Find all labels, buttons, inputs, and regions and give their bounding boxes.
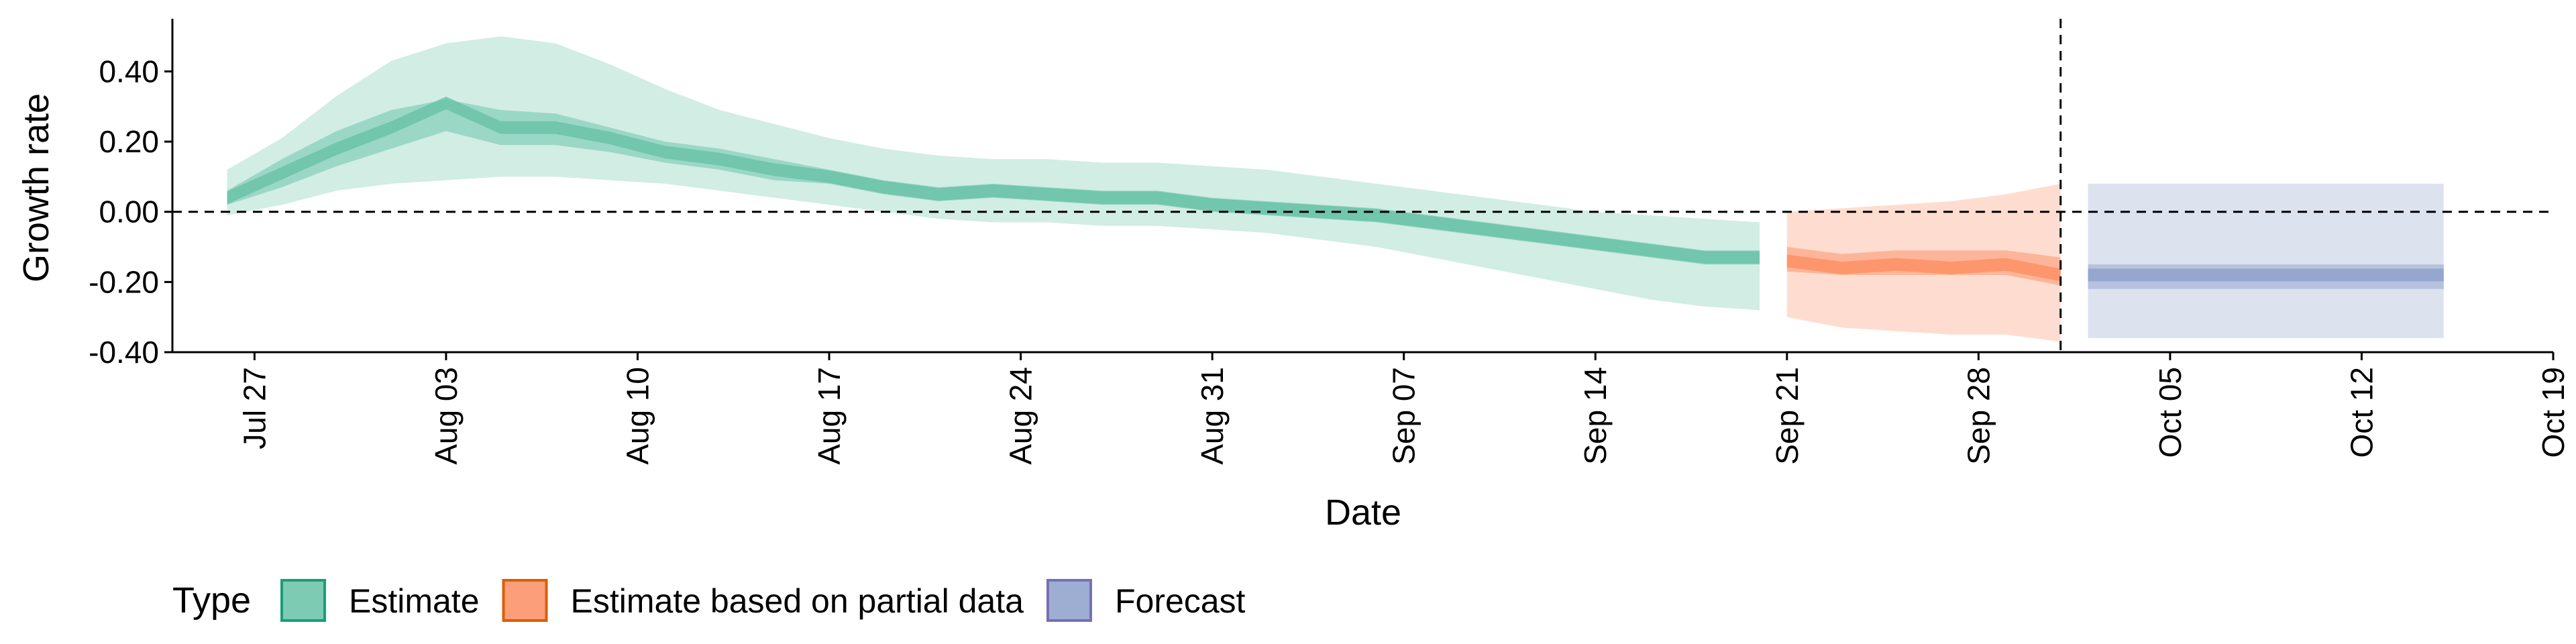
x-tick-label: Jul 27 [237,367,272,449]
x-tick-label: Aug 24 [1004,367,1038,465]
x-tick-label: Oct 12 [2344,367,2379,458]
legend-key-estimate [280,579,326,622]
legend-label-forecast: Forecast [1115,582,1246,620]
legend-key-forecast [1046,579,1092,622]
axes [171,19,2553,354]
x-tick-label: Sep 07 [1387,367,1421,465]
legend-label-estimate: Estimate [349,582,480,620]
median-layer [227,97,2444,282]
x-tick-label: Sep 21 [1770,367,1805,465]
x-ticks: Jul 27 Aug 03 Aug 10 Aug 17 Aug 24 Aug 31 Sep … [237,352,2571,465]
y-tick-label: 0.20 [99,124,159,159]
x-tick-label: Aug 03 [429,367,464,465]
x-tick-label: Oct 05 [2153,367,2188,458]
legend-key-estimate-based-on-partial-data [502,579,548,622]
x-tick-label: Aug 31 [1195,367,1230,465]
legend-label-estimate-based-on-partial-data: Estimate based on partial data [571,582,1024,620]
estimate-based-on-partial-data-median-band [1786,254,2061,282]
estimate-band-90 [227,36,1760,311]
reference-lines [172,19,2553,352]
forecast-median-band [2088,268,2444,282]
legend-title: Type [172,580,251,621]
y-tick-label: 0.40 [99,54,159,89]
y-tick-label: 0.00 [99,195,159,229]
bands-layer [227,36,2444,342]
x-tick-label: Sep 28 [1961,367,1996,465]
forecast-band-90 [2088,183,2444,339]
y-tick-label: -0.20 [89,264,159,299]
y-axis-title: Growth rate [16,93,56,282]
x-tick-label: Sep 14 [1578,367,1613,465]
x-tick-label: Oct 19 [2536,367,2571,458]
x-tick-label: Aug 10 [620,367,655,465]
legend: Type Estimate Estimate based on partial d… [172,579,1246,622]
y-tick-label: -0.40 [89,335,159,370]
x-axis-title: Date [1325,492,1401,533]
x-tick-label: Aug 17 [812,367,847,465]
y-ticks: 0.40 0.20 0.00 -0.20 -0.40 [89,54,172,370]
estimate-median-band [227,97,1760,264]
